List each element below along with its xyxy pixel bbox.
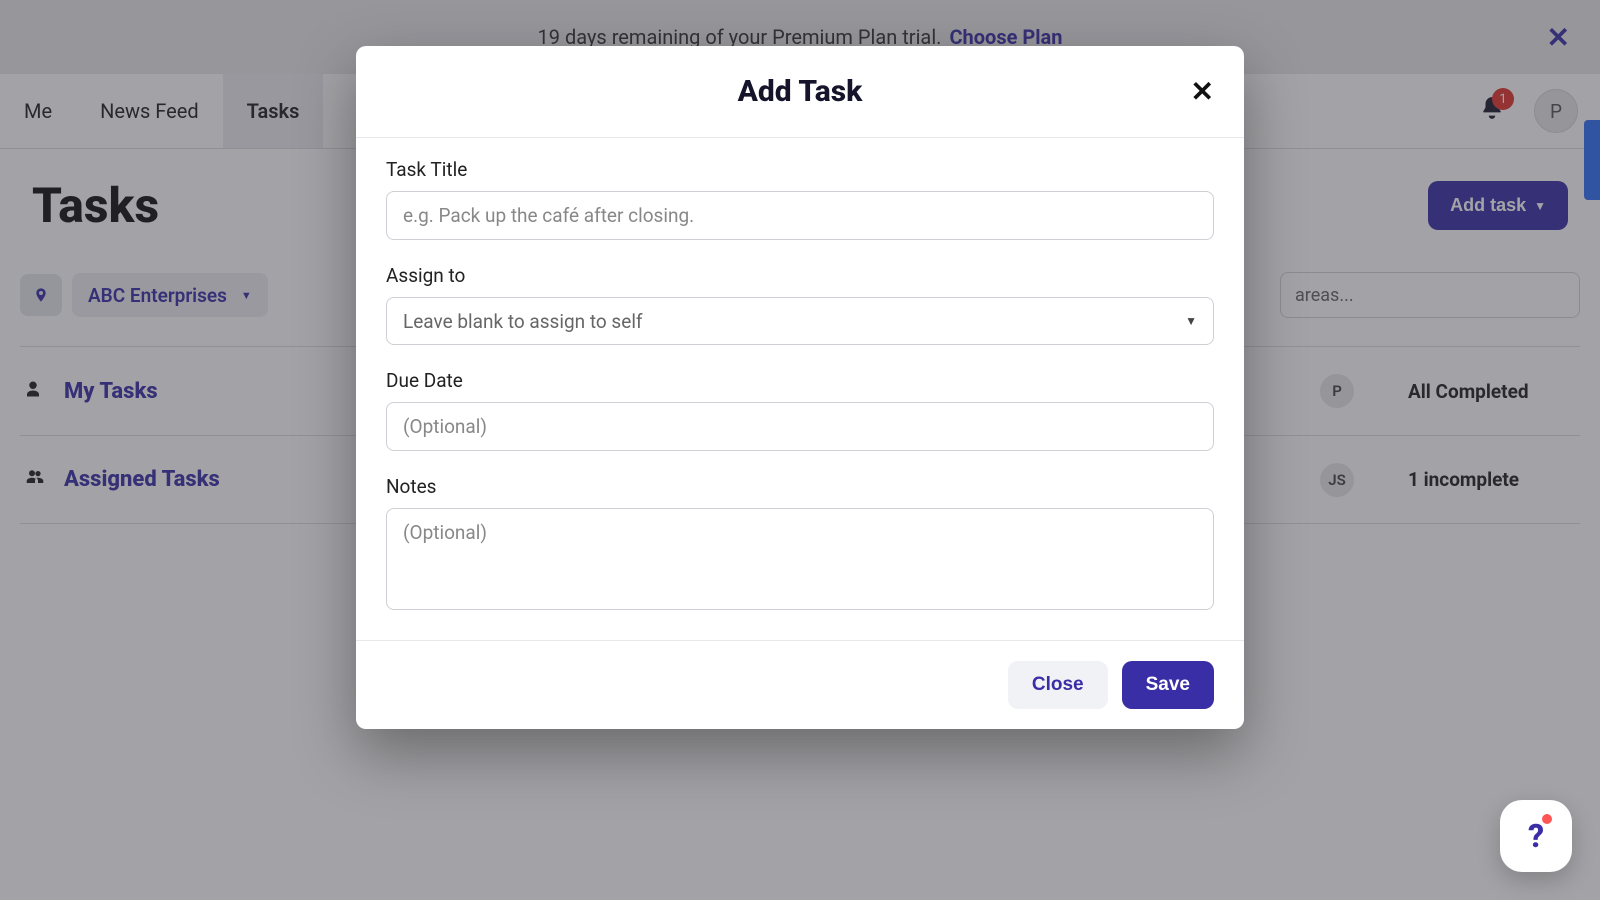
assign-to-placeholder: Leave blank to assign to self <box>403 310 643 333</box>
help-button[interactable]: ? <box>1500 800 1572 872</box>
assign-to-select[interactable]: Leave blank to assign to self ▼ <box>386 297 1214 345</box>
close-button[interactable]: Close <box>1008 661 1108 709</box>
help-notification-dot <box>1542 814 1552 824</box>
modal-title: Add Task <box>738 74 863 109</box>
modal-body: Task Title Assign to Leave blank to assi… <box>356 138 1244 640</box>
close-icon[interactable]: ✕ <box>1191 75 1214 108</box>
task-title-label: Task Title <box>386 158 1214 181</box>
task-title-input[interactable] <box>386 191 1214 240</box>
save-button[interactable]: Save <box>1122 661 1214 709</box>
assign-to-label: Assign to <box>386 264 1214 287</box>
notes-input[interactable] <box>386 508 1214 610</box>
notes-label: Notes <box>386 475 1214 498</box>
due-date-input[interactable] <box>386 402 1214 451</box>
caret-down-icon: ▼ <box>1185 314 1197 328</box>
add-task-modal: Add Task ✕ Task Title Assign to Leave bl… <box>356 46 1244 729</box>
modal-footer: Close Save <box>356 640 1244 729</box>
modal-header: Add Task ✕ <box>356 46 1244 138</box>
due-date-label: Due Date <box>386 369 1214 392</box>
modal-overlay: Add Task ✕ Task Title Assign to Leave bl… <box>0 0 1600 900</box>
help-icon: ? <box>1528 817 1544 855</box>
